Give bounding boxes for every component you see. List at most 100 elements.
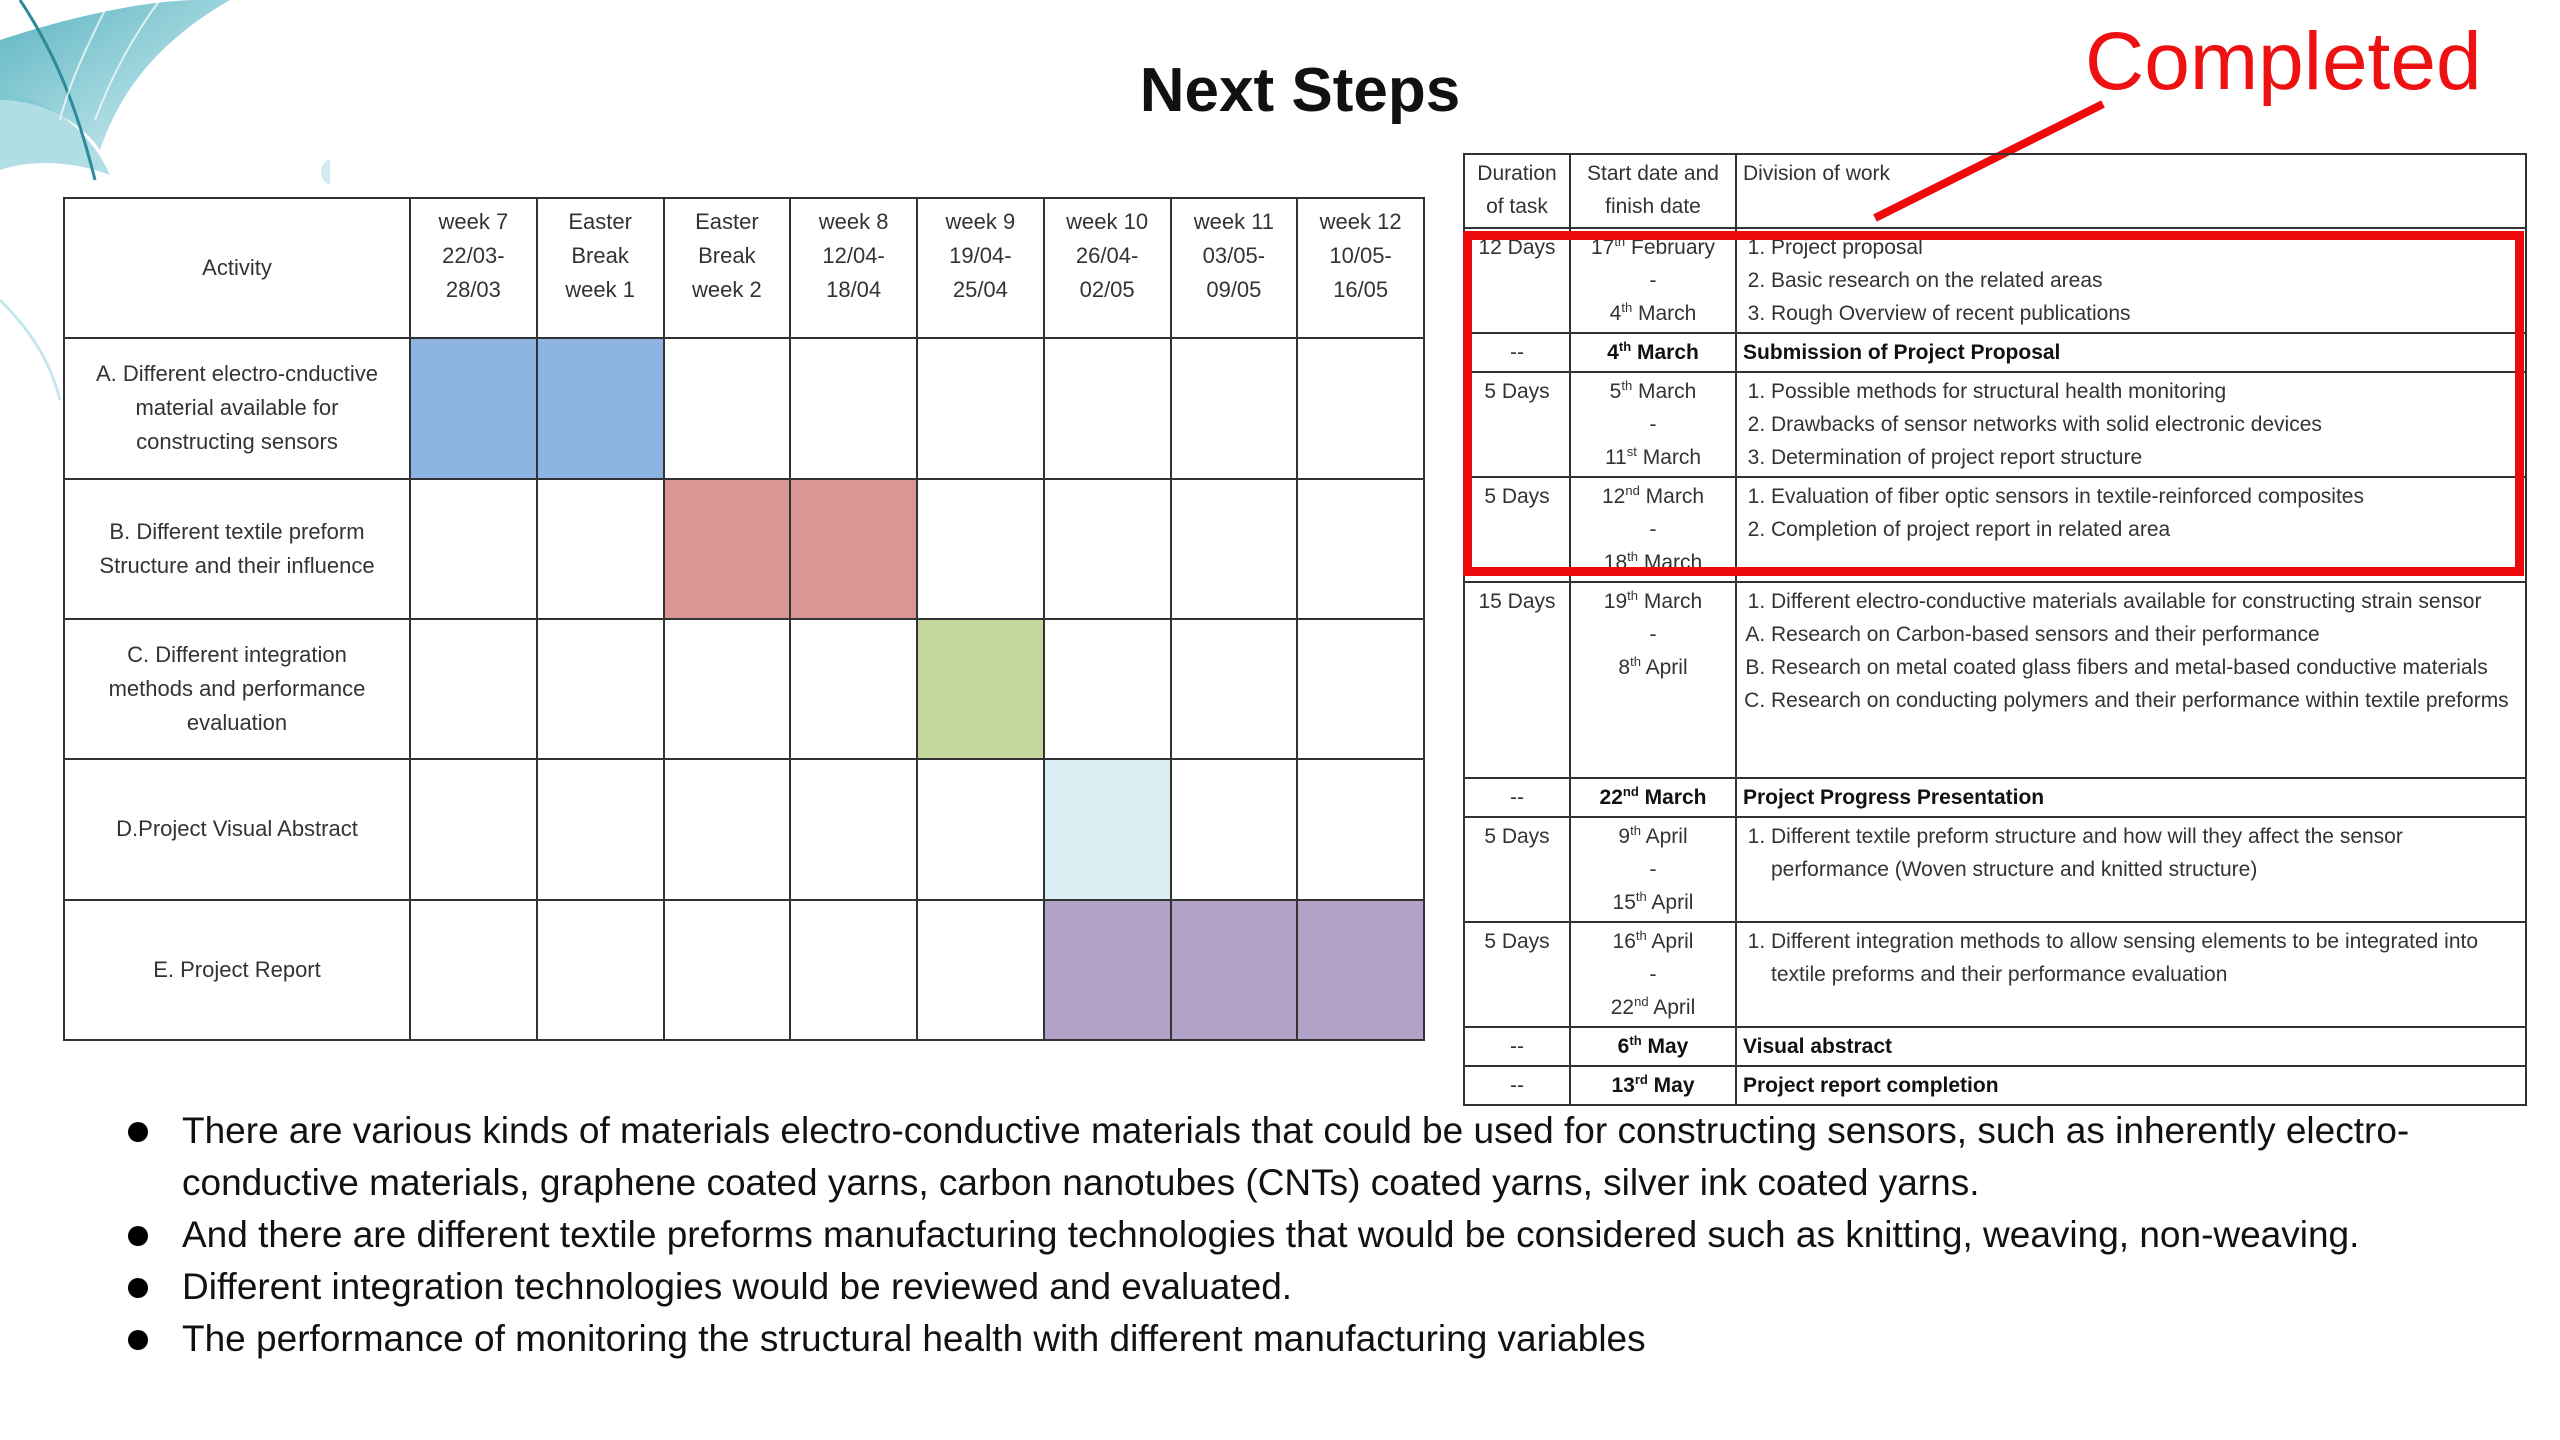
date-cell: 13rd May [1569, 1065, 1737, 1106]
gantt-cell [1169, 477, 1299, 620]
date-cell: 4th March [1569, 332, 1737, 373]
gantt-cell [409, 477, 538, 620]
gantt-cell [789, 898, 918, 1042]
gantt-cell [1042, 477, 1172, 620]
feather-decoration [0, 0, 330, 401]
date-cell: 6th May [1569, 1026, 1737, 1067]
duration-cell: 5 Days [1463, 816, 1571, 923]
gantt-activity-label: E. Project Report [63, 898, 411, 1042]
gantt-week-header: Easter Break week 2 [662, 196, 792, 340]
gantt-bar-cell [1296, 898, 1425, 1042]
gantt-cell [916, 758, 1045, 901]
milestone-cell: Visual abstract [1735, 1026, 2527, 1067]
schedule-row: 5 Days 5th March - 11st March Possible m… [1463, 371, 2527, 478]
work-subitem: Research on Carbon-based sensors and the… [1771, 618, 2519, 651]
gantt-cell [789, 758, 918, 901]
gantt-week-header: week 9 19/04- 25/04 [916, 196, 1045, 340]
date-cell: 22nd March [1569, 777, 1737, 818]
gantt-cell [535, 898, 665, 1042]
gantt-cell [662, 758, 792, 901]
gantt-cell [535, 758, 665, 901]
work-cell: Different textile preform structure and … [1735, 816, 2527, 923]
duration-cell: 5 Days [1463, 371, 1571, 478]
work-cell: Possible methods for structural health m… [1735, 371, 2527, 478]
work-item: Rough Overview of recent publications [1771, 297, 2519, 330]
gantt-cell [662, 617, 792, 761]
schedule-row: -- 4th March Submission of Project Propo… [1463, 332, 2527, 373]
duration-cell: 15 Days [1463, 581, 1571, 779]
gantt-activity-label: A. Different electro-cnductive material a… [63, 337, 411, 480]
gantt-bar-cell [409, 337, 538, 480]
work-item: Possible methods for structural health m… [1771, 375, 2519, 408]
work-cell: Different electro-conductive materials a… [1735, 581, 2527, 779]
work-item: Completion of project report in related … [1771, 513, 2519, 546]
date-range-cell: 5th March - 11st March [1569, 371, 1737, 478]
gantt-cell [789, 337, 918, 480]
completed-highlight-box [1463, 231, 2524, 576]
duration-cell: 5 Days [1463, 921, 1571, 1028]
gantt-activity-header: Activity [63, 196, 411, 340]
gantt-week-header: week 8 12/04- 18/04 [789, 196, 918, 340]
work-cell: Evaluation of fiber optic sensors in tex… [1735, 476, 2527, 583]
work-item: Drawbacks of sensor networks with solid … [1771, 408, 2519, 441]
bullet-item: And there are different textile preforms… [120, 1209, 2540, 1261]
gantt-cell [662, 898, 792, 1042]
work-item: Different textile preform structure and … [1771, 820, 2519, 886]
work-item: Project proposal [1771, 231, 2519, 264]
gantt-week-header: week 7 22/03- 28/03 [409, 196, 538, 340]
gantt-cell [1042, 337, 1172, 480]
gantt-row-c: C. Different integration methods and perf… [63, 617, 1425, 761]
work-item: Determination of project report structur… [1771, 441, 2519, 474]
schedule-row: -- 22nd March Project Progress Presentat… [1463, 777, 2527, 818]
gantt-cell [916, 898, 1045, 1042]
work-cell: Project proposal Basic research on the r… [1735, 227, 2527, 334]
schedule-header-row: Duration of task Start date and finish dat… [1463, 153, 2527, 229]
gantt-activity-label: D.Project Visual Abstract [63, 758, 411, 901]
gantt-bar-cell [1169, 898, 1299, 1042]
gantt-activity-label: C. Different integration methods and perf… [63, 617, 411, 761]
schedule-row: 15 Days 19th March - 8th April Different… [1463, 581, 2527, 779]
gantt-bar-cell [662, 477, 792, 620]
date-range-cell: 9th April - 15th April [1569, 816, 1737, 923]
bullet-list: There are various kinds of materials ele… [120, 1105, 2540, 1365]
work-cell: Different integration methods to allow s… [1735, 921, 2527, 1028]
gantt-row-b: B. Different textile preform Structure an… [63, 477, 1425, 620]
gantt-header-row: Activity week 7 22/03- 28/03 Easter Break we… [63, 196, 1425, 340]
gantt-cell [916, 337, 1045, 480]
gantt-cell [535, 617, 665, 761]
gantt-cell [1296, 337, 1425, 480]
gantt-row-e: E. Project Report [63, 898, 1425, 1042]
gantt-bar-cell [1042, 758, 1172, 901]
duration-cell: -- [1463, 777, 1571, 818]
bullet-item: Different integration technologies would… [120, 1261, 2540, 1313]
gantt-row-d: D.Project Visual Abstract [63, 758, 1425, 901]
gantt-cell [1169, 617, 1299, 761]
duration-cell: -- [1463, 332, 1571, 373]
gantt-activity-label: B. Different textile preform Structure an… [63, 477, 411, 620]
duration-cell: -- [1463, 1065, 1571, 1106]
milestone-cell: Project report completion [1735, 1065, 2527, 1106]
gantt-bar-cell [789, 477, 918, 620]
gantt-week-header: Easter Break week 1 [535, 196, 665, 340]
gantt-row-a: A. Different electro-cnductive material a… [63, 337, 1425, 480]
date-range-cell: 17th February - 4th March [1569, 227, 1737, 334]
gantt-cell [1296, 758, 1425, 901]
milestone-cell: Submission of Project Proposal [1735, 332, 2527, 373]
gantt-cell [1042, 617, 1172, 761]
page-title: Next Steps [1139, 56, 1461, 125]
date-range-cell: 19th March - 8th April [1569, 581, 1737, 779]
schedule-row: 12 Days 17th February - 4th March Projec… [1463, 227, 2527, 334]
work-item: Basic research on the related areas [1771, 264, 2519, 297]
gantt-cell [1169, 337, 1299, 480]
gantt-bar-cell [1042, 898, 1172, 1042]
bullet-item: There are various kinds of materials ele… [120, 1105, 2540, 1209]
gantt-bar-cell [535, 337, 665, 480]
gantt-cell [662, 337, 792, 480]
gantt-week-header: week 11 03/05- 09/05 [1169, 196, 1299, 340]
schedule-row: 5 Days 16th April - 22nd April Different… [1463, 921, 2527, 1028]
work-item: Different integration methods to allow s… [1771, 925, 2519, 991]
duration-cell: -- [1463, 1026, 1571, 1067]
work-subitem: Research on metal coated glass fibers an… [1771, 651, 2519, 684]
duration-cell: 5 Days [1463, 476, 1571, 583]
gantt-table: Activity week 7 22/03- 28/03 Easter Break we… [63, 196, 1425, 1042]
